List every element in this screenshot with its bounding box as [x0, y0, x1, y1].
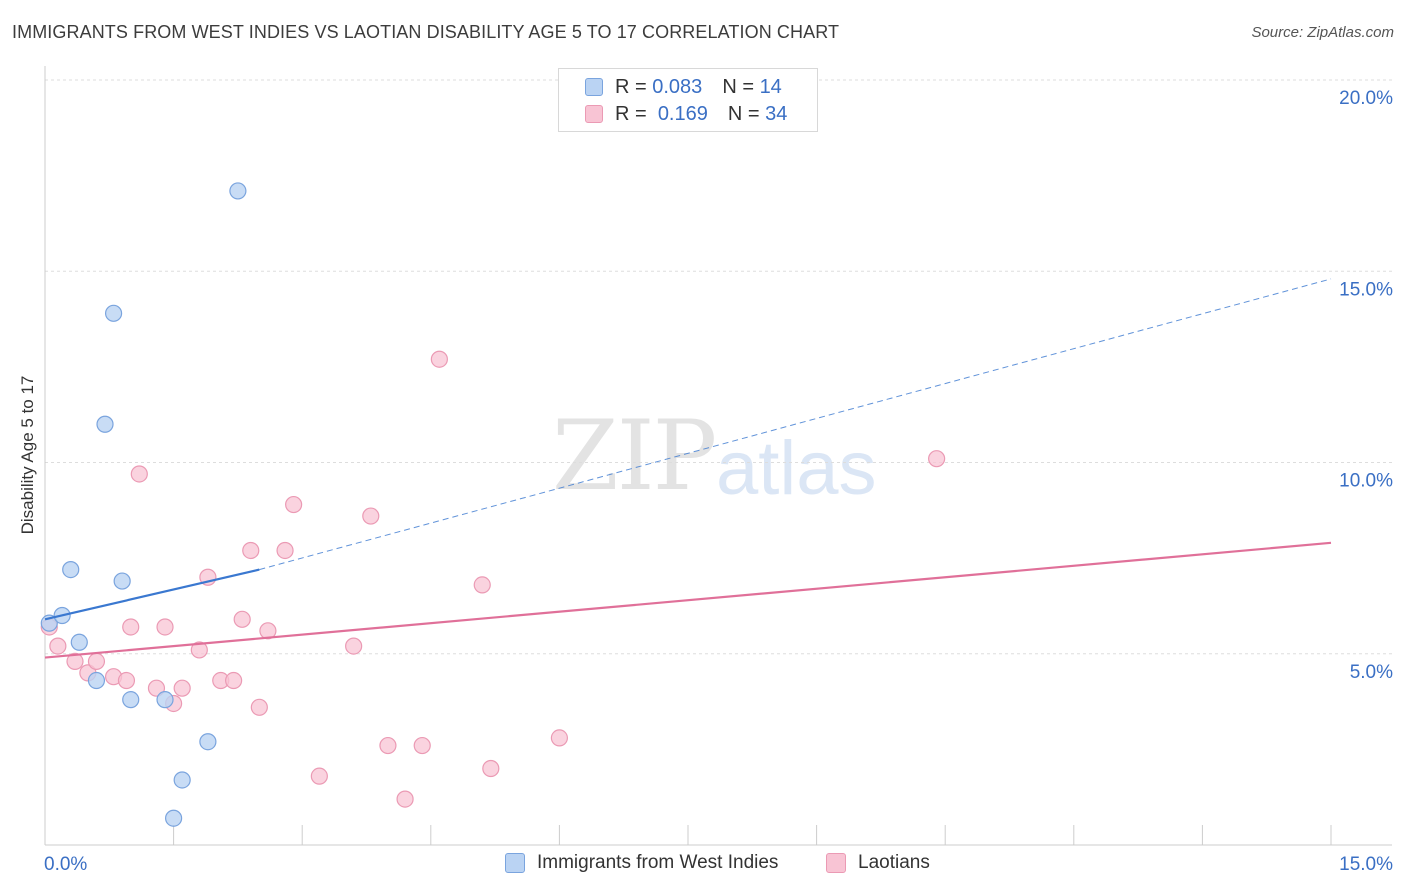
chart-title: IMMIGRANTS FROM WEST INDIES VS LAOTIAN D…: [12, 22, 840, 42]
laotians-point: [396, 790, 414, 808]
legend-r-value: 0.169: [657, 102, 708, 125]
laotians-point: [276, 541, 294, 560]
laotians-point: [362, 507, 380, 525]
y-tick-label: 15.0%: [1339, 279, 1393, 300]
laotians-trend-line: [44, 541, 1332, 659]
y-tick-label: 20.0%: [1339, 88, 1393, 109]
legend-row-laotians: R = 0.169 N = 34: [585, 102, 787, 126]
legend-row-west-indies: R = 0.083 N = 14: [585, 75, 782, 99]
source-label: Source: ZipAtlas.com: [1251, 24, 1394, 41]
laotians-point: [242, 541, 260, 560]
watermark-zip: ZIP: [552, 400, 717, 512]
correlation-legend: R = 0.083 N = 14 R = 0.169 N = 34: [558, 68, 818, 132]
watermark-atlas: atlas: [716, 426, 877, 511]
legend-swatch-blue: [585, 78, 603, 96]
west-indies-point: [156, 691, 174, 709]
west-indies-point: [122, 691, 140, 709]
laotians-point: [156, 618, 174, 636]
laotians-point: [49, 637, 67, 655]
legend-r-label: R =: [615, 102, 647, 125]
series-swatch-blue: [505, 853, 525, 873]
laotians-point: [550, 729, 569, 747]
laotians-point: [225, 671, 243, 690]
series-legend-laotians: Laotians: [826, 852, 930, 874]
laotians-point: [482, 759, 500, 778]
series-name: Laotians: [858, 852, 930, 873]
laotians-point: [430, 350, 448, 368]
laotians-point: [285, 495, 303, 514]
west-indies-point: [173, 771, 191, 789]
west-indies-point: [70, 633, 88, 651]
west-indies-point: [96, 415, 114, 433]
west-indies-trend-extension: [259, 278, 1332, 571]
west-indies-point: [165, 809, 183, 827]
laotians-point: [345, 637, 363, 655]
legend-r-label: R =: [615, 75, 647, 98]
laotians-point: [190, 641, 208, 659]
west-indies-point: [113, 572, 131, 590]
legend-swatch-pink: [585, 105, 603, 123]
laotians-point: [413, 736, 431, 755]
series-legend-west-indies: Immigrants from West Indies: [505, 852, 778, 874]
legend-r-value: 0.083: [652, 75, 703, 98]
laotians-point: [379, 736, 397, 755]
series-swatch-pink: [826, 853, 846, 873]
laotians-point: [173, 679, 191, 697]
y-tick-label: 10.0%: [1339, 471, 1393, 492]
laotians-point: [233, 610, 251, 628]
series-name: Immigrants from West Indies: [537, 852, 779, 873]
x-tick-label: 0.0%: [44, 854, 87, 875]
west-indies-point: [104, 304, 123, 322]
west-indies-trend-line: [44, 568, 260, 621]
laotians-point: [259, 622, 277, 640]
laotians-point: [147, 679, 166, 697]
y-axis-label: Disability Age 5 to 17: [18, 375, 37, 535]
laotians-point: [66, 652, 84, 671]
series-legend: Immigrants from West Indies Laotians: [0, 852, 1406, 878]
laotians-point: [117, 671, 136, 690]
west-indies-point: [62, 560, 80, 579]
laotians-point: [122, 618, 140, 636]
y-tick-label: 5.0%: [1350, 662, 1393, 683]
laotians-point: [310, 767, 328, 785]
laotians-point: [87, 652, 106, 671]
west-indies-point: [229, 182, 247, 200]
west-indies-point: [87, 671, 106, 690]
legend-n-value: 34: [765, 102, 788, 125]
x-tick-label: 15.0%: [1339, 854, 1393, 875]
legend-n-label: N =: [727, 102, 760, 125]
legend-n-label: N =: [722, 75, 754, 98]
laotians-point: [250, 698, 268, 716]
laotians-point: [130, 465, 148, 483]
legend-n-value: 14: [759, 75, 782, 98]
west-indies-point: [199, 733, 217, 751]
laotians-point: [473, 576, 491, 594]
laotians-point: [928, 450, 946, 468]
